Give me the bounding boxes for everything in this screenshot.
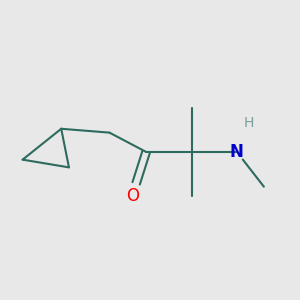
Text: N: N [230, 143, 244, 161]
Text: H: H [243, 116, 254, 130]
Text: O: O [126, 187, 139, 205]
